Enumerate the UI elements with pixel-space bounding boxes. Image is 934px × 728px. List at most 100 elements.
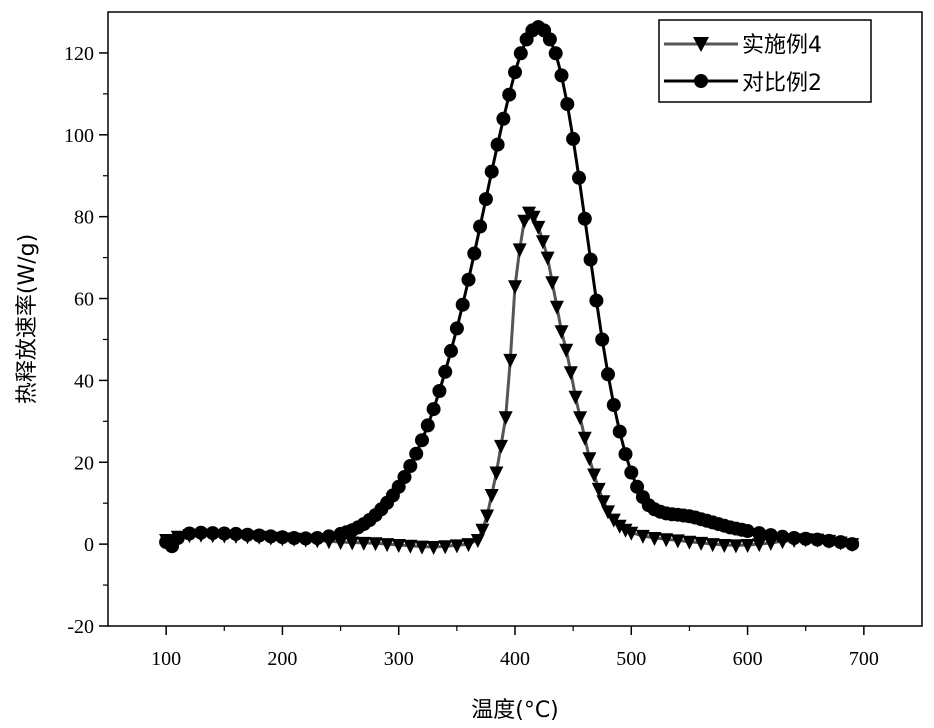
series-2-point (560, 97, 575, 112)
series-1-point (591, 482, 606, 497)
series-1-point (573, 411, 588, 426)
series-1-point (512, 243, 527, 258)
series-1-point (498, 411, 513, 426)
y-tick-label: 20 (74, 452, 94, 474)
series-1-point (494, 439, 508, 454)
series-2-point (170, 531, 185, 545)
series-2-point (420, 418, 435, 433)
series-2-point (252, 528, 267, 543)
series-1-point (508, 280, 522, 295)
series-1-point (728, 539, 743, 554)
series-2-point (205, 526, 220, 541)
x-tick-label: 500 (616, 648, 646, 670)
x-tick-label: 200 (267, 648, 297, 670)
series-2-point (194, 525, 208, 540)
series-1-point (682, 535, 697, 550)
series-1-point (545, 276, 560, 291)
series-2-point (473, 219, 488, 234)
series-2-point (461, 272, 476, 287)
x-tick-label: 600 (733, 648, 763, 670)
series-2-point (822, 533, 836, 548)
y-tick-label: 0 (84, 534, 94, 556)
series-2-point (577, 211, 592, 226)
series-2-point (467, 246, 482, 261)
series-2-point (438, 364, 453, 379)
series-2-point (810, 532, 825, 547)
x-tick-label: 700 (849, 648, 879, 670)
series-1-point (380, 538, 395, 553)
series-1-point (577, 431, 592, 446)
series-2-point (275, 530, 290, 545)
series-1-point (601, 505, 615, 520)
series-1-point (449, 539, 464, 554)
series-layer (159, 20, 860, 555)
x-axis-title: 温度(°C) (471, 698, 559, 723)
series-2-point (624, 465, 639, 480)
legend-marker-series-2 (694, 74, 708, 88)
series-1-point (345, 536, 360, 551)
series-2-point (444, 343, 458, 358)
series-1-point (475, 523, 490, 538)
series-1-point (391, 539, 406, 553)
series-2-point (415, 433, 429, 448)
series-1-point (740, 539, 755, 553)
series-2-point (775, 529, 790, 544)
series-1-point (624, 526, 639, 541)
series-1-point (659, 533, 674, 548)
series-2-point (502, 87, 517, 102)
series-1-point (531, 220, 546, 235)
series-2-point (572, 170, 586, 185)
series-1-point (670, 534, 685, 549)
series-2-point (752, 526, 767, 541)
legend-marker-series-1 (693, 37, 709, 52)
series-2-point (310, 531, 325, 545)
series-2-point (798, 531, 813, 546)
legend-label-series-2: 对比例2 (742, 71, 822, 96)
series-2-point (612, 424, 627, 439)
series-2-point (484, 164, 499, 179)
series-1-point (415, 540, 429, 555)
y-axis-title: 热释放速率(W/g) (15, 234, 40, 404)
legend-box (658, 19, 872, 103)
series-2-point (845, 537, 860, 552)
series-1-point (526, 210, 541, 225)
series-2-point (397, 470, 412, 484)
y-tick-label: 120 (64, 43, 94, 65)
series-1-point (549, 300, 564, 315)
series-2-point (490, 137, 505, 152)
series-2-point (589, 293, 604, 308)
series-2-point (542, 32, 557, 47)
series-2-point (298, 531, 313, 546)
series-1-point (470, 534, 485, 548)
series-2-point (182, 526, 197, 541)
series-2-point (583, 252, 598, 267)
series-2-point (554, 68, 569, 83)
series-2-point (833, 535, 848, 550)
series-1-point (752, 538, 767, 553)
series-1-point (563, 366, 578, 381)
series-2-point (601, 367, 615, 382)
series-1-point (612, 519, 627, 534)
series-1-point (587, 468, 602, 483)
series-2-point (595, 332, 610, 347)
series-1-point (535, 235, 550, 250)
series-2-point (566, 131, 581, 146)
series-2-point (606, 398, 621, 412)
series-1-point (694, 536, 709, 551)
series-1-point (480, 509, 495, 524)
series-2-point (409, 446, 424, 461)
series-2-point (496, 111, 511, 126)
series-2-point (508, 65, 522, 80)
y-tick-label: -20 (67, 616, 94, 638)
series-1-point (568, 390, 583, 405)
series-1-point (582, 452, 597, 467)
y-tick-label: 40 (74, 370, 94, 392)
ticks-layer: 100 200 300 400 500 600 700 -20 0 20 40 60 80 100 120 (64, 43, 879, 670)
series-2-point (618, 447, 633, 462)
series-2-point (449, 321, 464, 336)
series-1-point (705, 538, 720, 553)
series-1-point (559, 343, 574, 358)
series-1-point (489, 466, 504, 481)
